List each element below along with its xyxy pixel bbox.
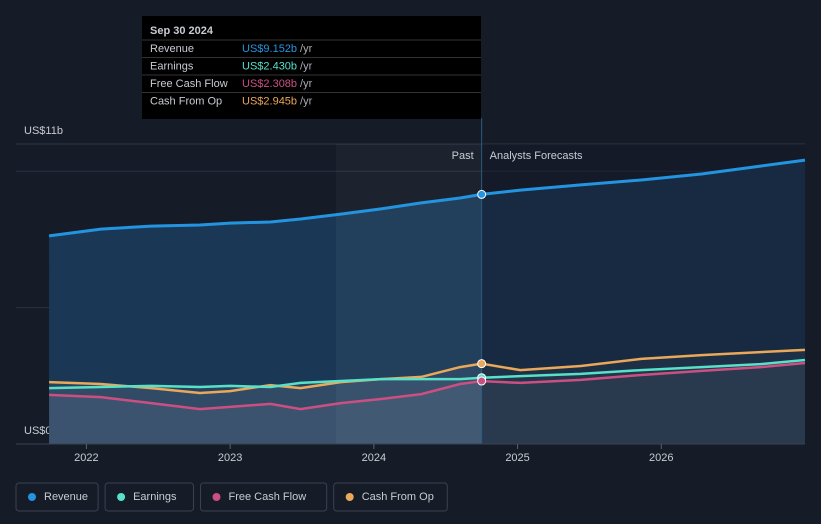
series-line (49, 361, 806, 411)
tooltip-value: US$9.152b/yr (242, 43, 313, 55)
tooltip-label: Earnings (150, 60, 194, 72)
tooltip-unit: /yr (300, 43, 313, 55)
y-tick-label: US$0 (24, 425, 52, 437)
legend-button[interactable] (15, 482, 99, 512)
series-line (49, 358, 806, 390)
area (49, 349, 806, 444)
legend-item[interactable]: Cash From Op (333, 482, 448, 512)
legend-item[interactable]: Free Cash Flow (200, 482, 328, 512)
forecast-label: Analysts Forecasts (490, 150, 583, 162)
past-label: Past (452, 150, 474, 162)
forecast-shade (481, 144, 805, 444)
legend-button[interactable] (200, 482, 328, 512)
x-tick-label: 2024 (362, 452, 386, 464)
y-tick-label: US$11b (24, 125, 63, 137)
tooltip-label: Cash From Op (150, 95, 222, 107)
area (49, 160, 806, 444)
legend-swatch (345, 493, 354, 501)
x-tick-label: 2023 (218, 452, 242, 464)
legend-item[interactable]: Earnings (104, 482, 194, 512)
tooltip-value: US$2.945b/yr (242, 95, 313, 107)
legend-label[interactable]: Free Cash Flow (229, 491, 307, 503)
legend-swatch (212, 493, 221, 501)
tooltip-value-text: US$2.945b (242, 95, 297, 107)
area (49, 360, 806, 444)
x-tick-label: 2022 (74, 452, 98, 464)
tooltip-unit: /yr (300, 95, 313, 107)
legend-button[interactable] (333, 482, 448, 512)
tooltip-value-text: US$9.152b (242, 43, 297, 55)
tooltip-value: US$2.430b/yr (242, 60, 313, 72)
legend-label[interactable]: Earnings (133, 491, 177, 503)
marker-dot (477, 189, 487, 199)
marker-dot (477, 359, 487, 369)
tooltip-value-text: US$2.308b (242, 78, 297, 90)
legend-button[interactable] (104, 482, 194, 512)
tooltip-value-text: US$2.430b (242, 60, 297, 72)
legend-label[interactable]: Cash From Op (362, 491, 434, 503)
x-tick-label: 2025 (505, 452, 529, 464)
tooltip-label: Revenue (150, 43, 194, 55)
tooltip-date: Sep 30 2024 (150, 25, 214, 37)
x-tick-label: 2026 (649, 452, 673, 464)
tooltip-box (142, 16, 481, 119)
hover-band (336, 144, 482, 444)
marker-dot (477, 376, 487, 386)
tooltip-unit: /yr (300, 60, 313, 72)
tooltip-value: US$2.308b/yr (242, 78, 313, 90)
legend-item[interactable]: Revenue (15, 482, 99, 512)
area (49, 363, 806, 444)
legend-label[interactable]: Revenue (44, 491, 88, 503)
tooltip-unit: /yr (300, 78, 313, 90)
tooltip-label: Free Cash Flow (150, 78, 228, 90)
legend-swatch (117, 493, 126, 501)
series-line (48, 158, 806, 238)
legend-swatch (28, 493, 36, 501)
